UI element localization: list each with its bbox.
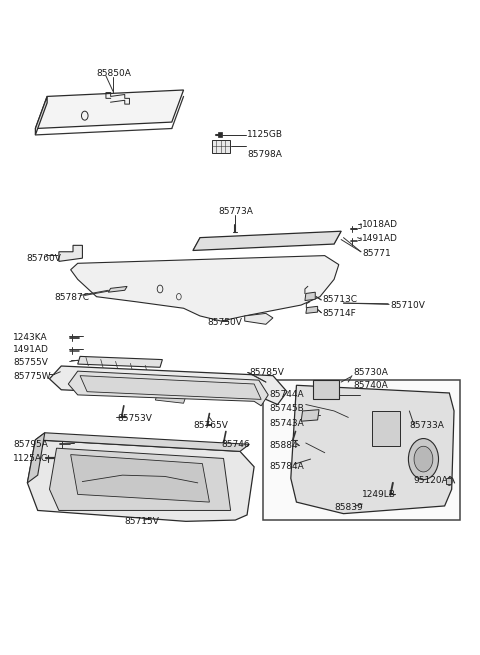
Bar — [263, 380, 460, 520]
Bar — [445, 477, 451, 484]
Text: 85798A: 85798A — [247, 150, 282, 159]
Text: 85714F: 85714F — [323, 309, 356, 318]
Polygon shape — [291, 385, 454, 514]
Text: 1018AD: 1018AD — [362, 220, 398, 229]
Text: 1491AD: 1491AD — [13, 345, 49, 354]
Polygon shape — [36, 90, 183, 128]
Text: 85773A: 85773A — [219, 208, 254, 216]
Polygon shape — [301, 409, 319, 421]
Text: 85884: 85884 — [269, 441, 298, 450]
Polygon shape — [306, 307, 318, 313]
Text: 85787C: 85787C — [54, 293, 89, 302]
Text: 85740A: 85740A — [353, 381, 388, 390]
Polygon shape — [108, 286, 127, 292]
Text: 1125GB: 1125GB — [247, 130, 283, 140]
Polygon shape — [80, 375, 261, 400]
Text: 85839: 85839 — [334, 503, 363, 512]
Polygon shape — [59, 246, 83, 261]
Text: 85744A: 85744A — [269, 390, 304, 400]
Text: 1491AD: 1491AD — [362, 234, 398, 244]
Text: 85730A: 85730A — [353, 368, 388, 377]
Polygon shape — [71, 455, 209, 502]
Polygon shape — [71, 255, 339, 321]
Text: 85760V: 85760V — [26, 253, 61, 263]
Text: 85785V: 85785V — [250, 368, 284, 377]
Circle shape — [446, 477, 452, 485]
Text: 95120A: 95120A — [413, 476, 448, 485]
Polygon shape — [156, 393, 186, 403]
Text: 85750V: 85750V — [207, 318, 242, 327]
Polygon shape — [193, 231, 341, 250]
Text: 85745B: 85745B — [269, 404, 304, 413]
Text: 85710V: 85710V — [391, 301, 425, 310]
Bar — [218, 132, 222, 138]
Bar — [212, 140, 229, 153]
Polygon shape — [245, 313, 273, 324]
Polygon shape — [305, 292, 315, 301]
Text: 85775W: 85775W — [13, 372, 51, 381]
Polygon shape — [49, 448, 230, 510]
Text: 85850A: 85850A — [96, 69, 132, 79]
Polygon shape — [36, 433, 250, 451]
Polygon shape — [27, 433, 45, 483]
Text: 85743A: 85743A — [269, 419, 304, 428]
Text: 85715V: 85715V — [125, 517, 160, 526]
Text: 85713C: 85713C — [323, 295, 357, 305]
Text: 85765V: 85765V — [193, 421, 228, 430]
Polygon shape — [36, 96, 47, 135]
Polygon shape — [78, 356, 162, 367]
Text: 85746: 85746 — [221, 440, 250, 449]
Text: 85795A: 85795A — [13, 440, 48, 449]
Bar — [372, 411, 400, 446]
Text: 85784A: 85784A — [269, 462, 304, 471]
Polygon shape — [27, 440, 254, 521]
Text: 1243KA: 1243KA — [13, 333, 48, 342]
Polygon shape — [49, 366, 287, 405]
Circle shape — [408, 439, 439, 479]
Text: 85755V: 85755V — [13, 358, 48, 367]
Polygon shape — [68, 371, 268, 406]
Text: 85733A: 85733A — [409, 421, 444, 430]
Circle shape — [414, 446, 433, 472]
Text: 85753V: 85753V — [118, 414, 153, 423]
Text: 85771: 85771 — [362, 248, 391, 257]
Text: 1125AC: 1125AC — [13, 454, 48, 463]
Text: 1249LB: 1249LB — [362, 490, 396, 499]
Bar — [313, 380, 339, 400]
